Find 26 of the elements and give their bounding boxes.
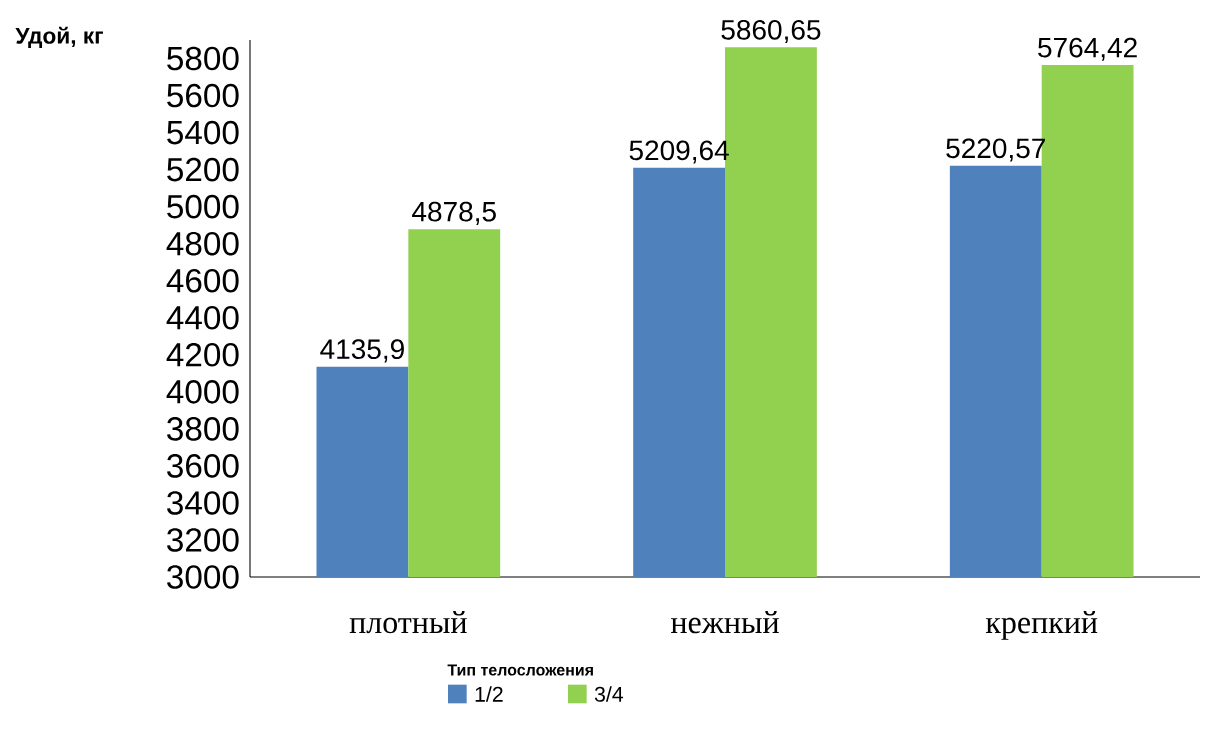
data-label: 5860,65 (721, 19, 821, 44)
y-tick-label: 3400 (167, 491, 239, 515)
y-tick-label: 3800 (167, 417, 239, 441)
y-tick-label: 4400 (166, 305, 239, 330)
legend-label: 3/4 (594, 686, 624, 702)
data-label: 4878,5 (412, 201, 496, 225)
y-tick-label: 3000 (167, 565, 239, 589)
y-tick-label: 4000 (166, 380, 239, 404)
y-tick-label: 5200 (167, 157, 239, 182)
y-tick-label: 5000 (167, 194, 239, 219)
y-tick-label: 4600 (166, 268, 239, 293)
y-tick-label: 5800 (167, 46, 239, 71)
y-tick-label: 4200 (166, 342, 239, 367)
y-tick-label: 3600 (167, 454, 239, 478)
y-tick-label: 5600 (167, 83, 239, 108)
y-tick-label: 4800 (166, 231, 239, 256)
y-tick-label: 5400 (167, 120, 239, 145)
data-label: 4135,9 (320, 339, 404, 363)
x-tick-label: нежный (671, 611, 779, 634)
x-tick-label: крепкий (985, 611, 1098, 640)
y-tick-label: 3200 (167, 528, 239, 552)
legend-title: Тип телосложения (447, 664, 593, 676)
data-label: 5764,42 (1038, 37, 1137, 61)
y-axis-title: Удой, кг (15, 26, 103, 49)
legend-label: 1/2 (475, 686, 503, 702)
x-tick-label: плотный (349, 611, 467, 634)
